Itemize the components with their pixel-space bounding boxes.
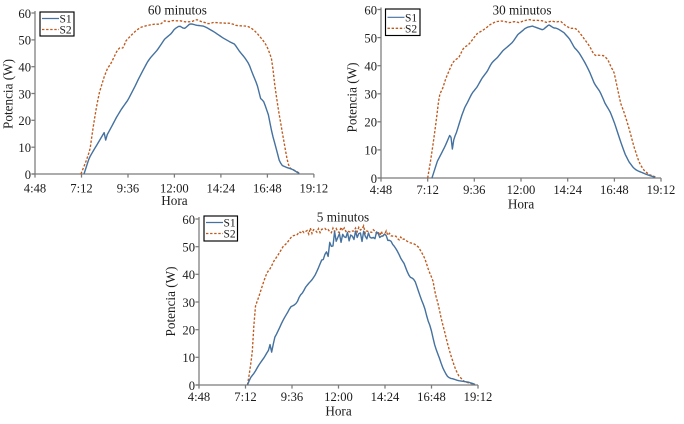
svg-text:Potencia (W): Potencia (W) — [1, 59, 16, 129]
svg-text:12:00: 12:00 — [160, 182, 189, 196]
svg-text:7:12: 7:12 — [234, 390, 256, 404]
svg-text:5 minutos: 5 minutos — [317, 210, 369, 225]
svg-text:40: 40 — [182, 268, 195, 282]
svg-text:S1: S1 — [224, 218, 236, 230]
svg-text:4:48: 4:48 — [370, 183, 392, 197]
svg-text:14:24: 14:24 — [371, 390, 400, 404]
svg-text:0: 0 — [189, 379, 195, 393]
svg-text:30 minutos: 30 minutos — [493, 3, 552, 18]
svg-text:30: 30 — [182, 296, 195, 310]
svg-text:60 minutos: 60 minutos — [148, 3, 207, 18]
svg-text:12:00: 12:00 — [324, 390, 353, 404]
svg-text:16:48: 16:48 — [253, 182, 282, 196]
svg-text:19:12: 19:12 — [464, 390, 493, 404]
svg-text:10: 10 — [18, 141, 31, 155]
svg-text:40: 40 — [364, 60, 377, 74]
svg-text:50: 50 — [364, 31, 377, 45]
svg-text:9:36: 9:36 — [281, 390, 303, 404]
svg-text:50: 50 — [182, 241, 195, 255]
svg-text:S1: S1 — [405, 13, 417, 25]
svg-text:20: 20 — [364, 116, 377, 130]
svg-text:14:24: 14:24 — [207, 182, 236, 196]
svg-text:30: 30 — [18, 87, 31, 101]
svg-text:40: 40 — [18, 61, 31, 75]
svg-text:S2: S2 — [224, 229, 236, 241]
svg-text:Hora: Hora — [161, 193, 188, 208]
svg-text:7:12: 7:12 — [417, 183, 439, 197]
svg-text:20: 20 — [18, 114, 31, 128]
svg-text:60: 60 — [364, 3, 377, 17]
svg-text:16:48: 16:48 — [417, 390, 446, 404]
svg-text:S2: S2 — [60, 25, 72, 37]
svg-text:10: 10 — [182, 351, 195, 365]
svg-text:60: 60 — [182, 213, 195, 227]
svg-text:S2: S2 — [405, 24, 417, 36]
svg-text:9:36: 9:36 — [463, 183, 485, 197]
svg-text:7:12: 7:12 — [70, 182, 92, 196]
svg-text:S1: S1 — [60, 14, 72, 26]
svg-text:30: 30 — [364, 88, 377, 102]
svg-text:19:12: 19:12 — [647, 183, 676, 197]
svg-text:Hora: Hora — [508, 197, 535, 212]
svg-text:Hora: Hora — [325, 404, 352, 419]
svg-text:19:12: 19:12 — [300, 182, 329, 196]
svg-text:60: 60 — [18, 7, 31, 21]
svg-text:0: 0 — [371, 172, 377, 186]
svg-text:50: 50 — [18, 34, 31, 48]
svg-text:14:24: 14:24 — [553, 183, 582, 197]
svg-text:Potencia (W): Potencia (W) — [163, 267, 178, 337]
svg-text:4:48: 4:48 — [188, 390, 210, 404]
svg-text:9:36: 9:36 — [117, 182, 139, 196]
svg-text:12:00: 12:00 — [507, 183, 536, 197]
svg-text:4:48: 4:48 — [24, 182, 46, 196]
svg-text:10: 10 — [364, 144, 377, 158]
svg-text:Potencia (W): Potencia (W) — [345, 63, 360, 133]
svg-text:0: 0 — [25, 168, 31, 182]
svg-text:20: 20 — [182, 324, 195, 338]
svg-text:16:48: 16:48 — [600, 183, 629, 197]
